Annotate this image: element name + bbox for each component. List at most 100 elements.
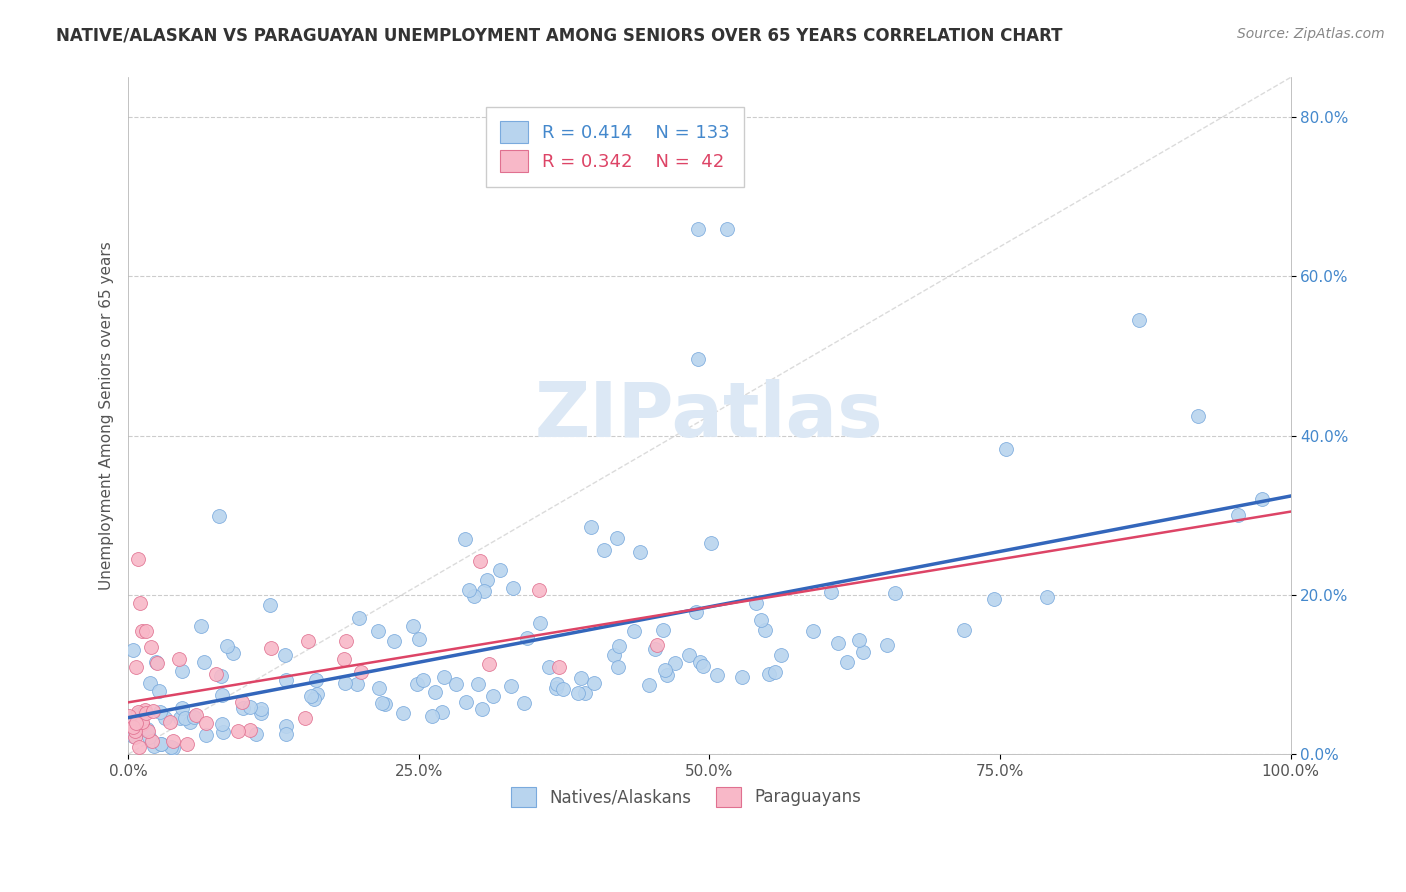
Point [117,709,139,723]
Point [470,553,492,567]
Point [195,728,218,742]
Point [408,632,430,647]
Point [876,638,898,652]
Point [430,706,453,720]
Point [852,645,875,659]
Point [1250,492,1272,507]
Point [183,710,205,724]
Point [603,648,626,662]
Point [215,639,238,653]
Point [142,739,165,753]
Point [149,705,172,719]
Point [127,552,149,566]
Point [276,727,298,741]
Point [952,623,974,637]
Point [335,676,357,690]
Point [579,519,602,533]
Point [138,730,160,744]
Point [170,701,193,715]
Point [169,711,191,725]
Point [884,586,907,600]
Point [502,581,524,595]
Point [593,542,616,557]
Point [489,563,512,577]
Point [211,725,233,739]
Point [499,680,522,694]
Point [174,711,197,725]
Point [1128,313,1150,327]
Point [121,720,143,734]
Point [131,717,153,731]
Point [716,221,738,235]
Point [245,727,267,741]
Point [546,677,568,691]
Point [136,724,159,739]
Point [167,652,190,666]
Point [226,724,249,739]
Point [302,691,325,706]
Point [527,583,550,598]
Point [754,623,776,637]
Point [444,677,467,691]
Point [232,701,254,715]
Point [205,666,228,681]
Point [538,660,561,674]
Point [120,711,142,725]
Point [211,716,233,731]
Point [628,544,651,558]
Point [758,667,780,681]
Point [231,695,253,709]
Point [529,616,551,631]
Point [685,605,707,619]
Point [211,688,233,702]
Point [297,633,319,648]
Point [141,734,163,748]
Point [433,670,456,684]
Point [745,596,768,610]
Point [162,741,184,756]
Point [651,623,673,637]
Point [367,624,389,639]
Point [135,624,157,638]
Point [176,737,198,751]
Point [121,729,143,743]
Point [136,722,159,736]
Point [644,642,666,657]
Point [420,708,443,723]
Point [131,714,153,729]
Point [583,676,606,690]
Point [686,221,709,235]
Point [820,585,842,599]
Point [124,723,146,738]
Point [516,632,538,646]
Point [686,351,709,366]
Point [678,648,700,662]
Point [170,665,193,679]
Point [159,715,181,730]
Point [1035,590,1057,604]
Point [664,656,686,670]
Point [134,704,156,718]
Point [131,624,153,638]
Point [571,671,593,685]
Point [335,633,357,648]
Point [250,701,273,715]
Point [544,681,567,696]
Point [1227,508,1250,523]
Point [848,632,870,647]
Point [1187,409,1209,423]
Legend: Natives/Alaskans, Paraguayans: Natives/Alaskans, Paraguayans [505,780,868,814]
Point [827,636,849,650]
Point [305,687,328,701]
Point [406,677,429,691]
Point [995,442,1018,456]
Point [193,655,215,669]
Point [371,696,394,710]
Point [607,639,630,653]
Point [208,509,231,524]
Point [384,633,406,648]
Point [346,677,368,691]
Point [301,689,323,703]
Point [145,656,167,670]
Point [127,705,149,719]
